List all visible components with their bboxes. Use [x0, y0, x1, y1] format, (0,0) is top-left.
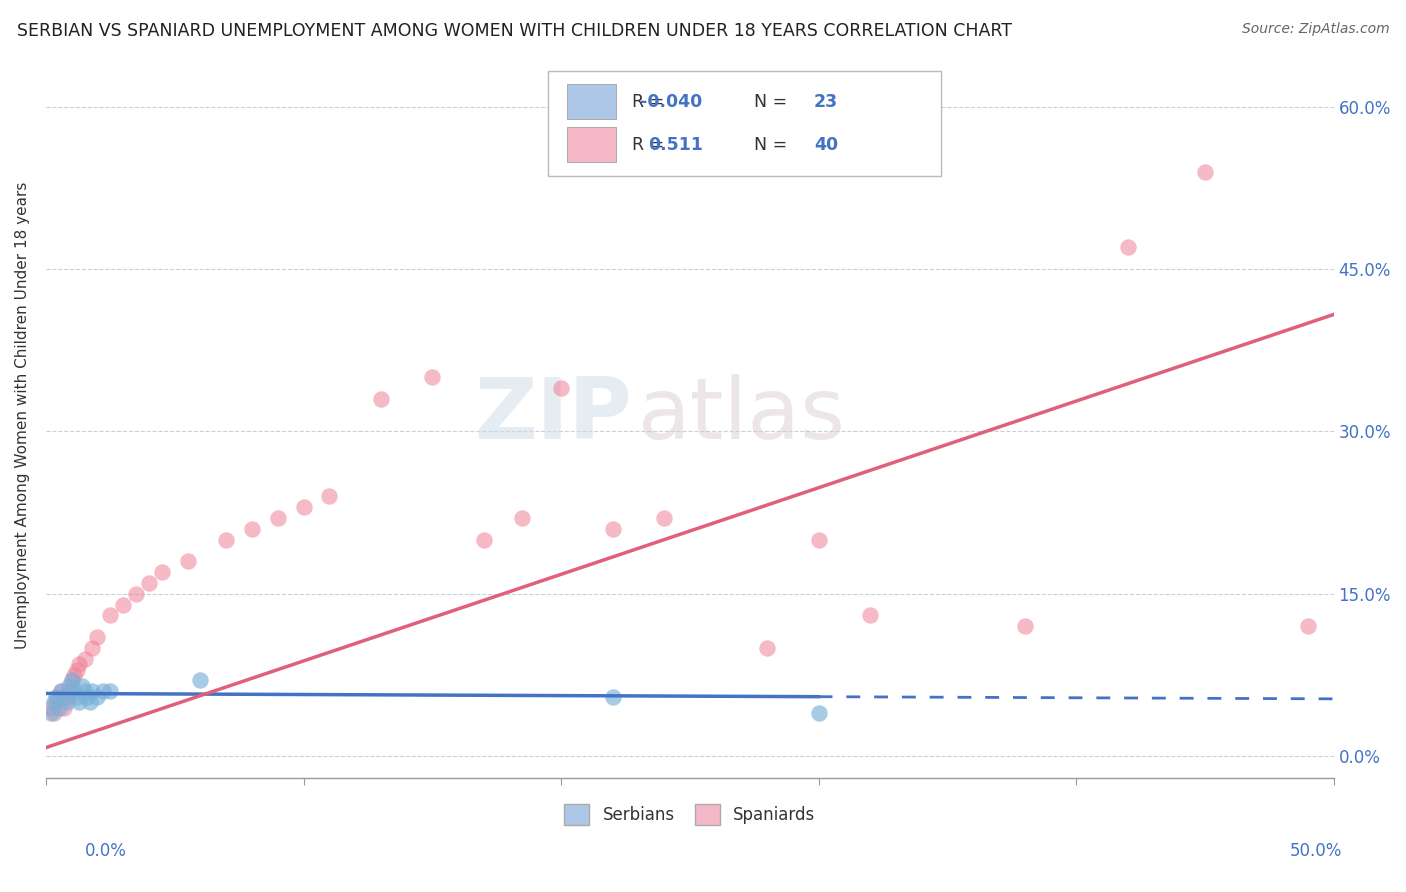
- Point: [55, 690, 77, 704]
- Point: [150, 565, 173, 579]
- Point: [190, 673, 212, 688]
- Text: -0.040: -0.040: [640, 93, 703, 111]
- Point: [756, 640, 779, 655]
- Point: [39, 700, 62, 714]
- Point: [42, 695, 65, 709]
- Point: [512, 511, 534, 525]
- Point: [125, 587, 148, 601]
- Point: [45, 695, 67, 709]
- Point: [420, 370, 443, 384]
- Point: [69, 657, 91, 672]
- Point: [176, 554, 198, 568]
- Point: [70, 679, 93, 693]
- Point: [98, 608, 121, 623]
- Bar: [568, 128, 616, 162]
- Point: [267, 511, 290, 525]
- Point: [240, 522, 263, 536]
- Point: [1014, 619, 1036, 633]
- Point: [69, 695, 91, 709]
- Point: [807, 533, 830, 547]
- Point: [63, 684, 86, 698]
- Text: ZIP: ZIP: [474, 374, 631, 457]
- Point: [1116, 240, 1139, 254]
- Point: [652, 511, 675, 525]
- Point: [215, 533, 238, 547]
- Point: [602, 522, 624, 536]
- Y-axis label: Unemployment Among Women with Children Under 18 years: Unemployment Among Women with Children U…: [15, 181, 30, 648]
- Point: [86, 630, 108, 644]
- Text: R =: R =: [631, 136, 669, 153]
- Point: [112, 598, 135, 612]
- Point: [55, 695, 77, 709]
- Point: [82, 640, 104, 655]
- Point: [318, 489, 340, 503]
- Point: [58, 684, 80, 698]
- Point: [53, 690, 76, 704]
- Point: [48, 700, 70, 714]
- Point: [58, 679, 80, 693]
- Point: [53, 700, 76, 714]
- Text: SERBIAN VS SPANIARD UNEMPLOYMENT AMONG WOMEN WITH CHILDREN UNDER 18 YEARS CORREL: SERBIAN VS SPANIARD UNEMPLOYMENT AMONG W…: [17, 22, 1012, 40]
- Point: [550, 381, 572, 395]
- Text: 0.0%: 0.0%: [84, 842, 127, 860]
- Point: [51, 684, 73, 698]
- Point: [859, 608, 882, 623]
- Point: [86, 690, 108, 704]
- Point: [39, 706, 62, 720]
- Legend: Serbians, Spaniards: Serbians, Spaniards: [558, 797, 823, 831]
- Bar: [568, 84, 616, 120]
- Point: [1296, 619, 1319, 633]
- Point: [807, 706, 830, 720]
- Point: [66, 663, 89, 677]
- Point: [66, 690, 89, 704]
- Point: [76, 690, 98, 704]
- Point: [60, 673, 83, 688]
- Point: [79, 695, 101, 709]
- Point: [51, 684, 73, 698]
- Text: 23: 23: [814, 93, 838, 111]
- Text: 0.511: 0.511: [648, 136, 703, 153]
- Text: N =: N =: [754, 93, 793, 111]
- Point: [91, 684, 114, 698]
- Point: [73, 684, 96, 698]
- Point: [82, 684, 104, 698]
- Point: [63, 668, 86, 682]
- Point: [73, 652, 96, 666]
- Text: atlas: atlas: [638, 374, 846, 457]
- Text: 40: 40: [814, 136, 838, 153]
- Text: Source: ZipAtlas.com: Source: ZipAtlas.com: [1241, 22, 1389, 37]
- Text: N =: N =: [754, 136, 793, 153]
- Point: [602, 690, 624, 704]
- Point: [292, 500, 315, 515]
- Point: [138, 576, 160, 591]
- Point: [98, 684, 121, 698]
- Point: [48, 690, 70, 704]
- Point: [42, 706, 65, 720]
- Text: R =: R =: [631, 93, 669, 111]
- FancyBboxPatch shape: [548, 70, 941, 176]
- Point: [472, 533, 495, 547]
- Point: [1194, 164, 1216, 178]
- Point: [370, 392, 392, 406]
- Text: 50.0%: 50.0%: [1289, 842, 1343, 860]
- Point: [45, 690, 67, 704]
- Point: [60, 673, 83, 688]
